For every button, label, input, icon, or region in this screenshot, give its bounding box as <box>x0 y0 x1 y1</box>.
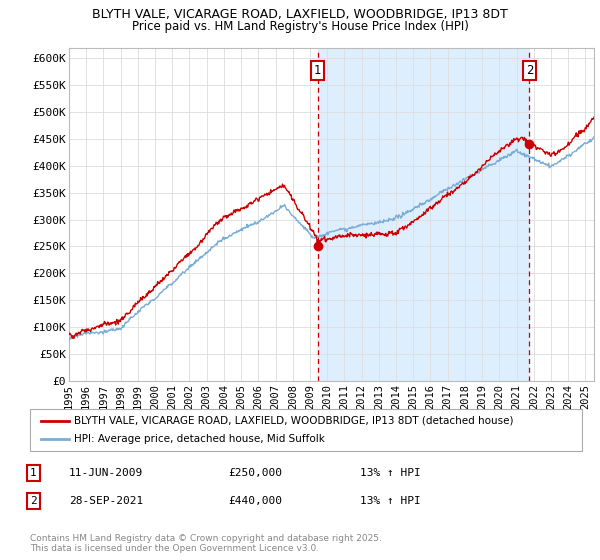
Text: 1: 1 <box>314 64 322 77</box>
Text: 11-JUN-2009: 11-JUN-2009 <box>69 468 143 478</box>
Text: £440,000: £440,000 <box>228 496 282 506</box>
Text: 13% ↑ HPI: 13% ↑ HPI <box>360 468 421 478</box>
FancyBboxPatch shape <box>30 409 582 451</box>
Text: BLYTH VALE, VICARAGE ROAD, LAXFIELD, WOODBRIDGE, IP13 8DT (detached house): BLYTH VALE, VICARAGE ROAD, LAXFIELD, WOO… <box>74 416 514 426</box>
Text: 2: 2 <box>30 496 37 506</box>
Text: 13% ↑ HPI: 13% ↑ HPI <box>360 496 421 506</box>
Text: Contains HM Land Registry data © Crown copyright and database right 2025.
This d: Contains HM Land Registry data © Crown c… <box>30 534 382 553</box>
Bar <box>317 48 529 381</box>
Text: BLYTH VALE, VICARAGE ROAD, LAXFIELD, WOODBRIDGE, IP13 8DT: BLYTH VALE, VICARAGE ROAD, LAXFIELD, WOO… <box>92 8 508 21</box>
Text: HPI: Average price, detached house, Mid Suffolk: HPI: Average price, detached house, Mid … <box>74 434 325 444</box>
Text: 1: 1 <box>30 468 37 478</box>
Text: Price paid vs. HM Land Registry's House Price Index (HPI): Price paid vs. HM Land Registry's House … <box>131 20 469 32</box>
Text: 28-SEP-2021: 28-SEP-2021 <box>69 496 143 506</box>
Text: £250,000: £250,000 <box>228 468 282 478</box>
Text: 2: 2 <box>526 64 533 77</box>
